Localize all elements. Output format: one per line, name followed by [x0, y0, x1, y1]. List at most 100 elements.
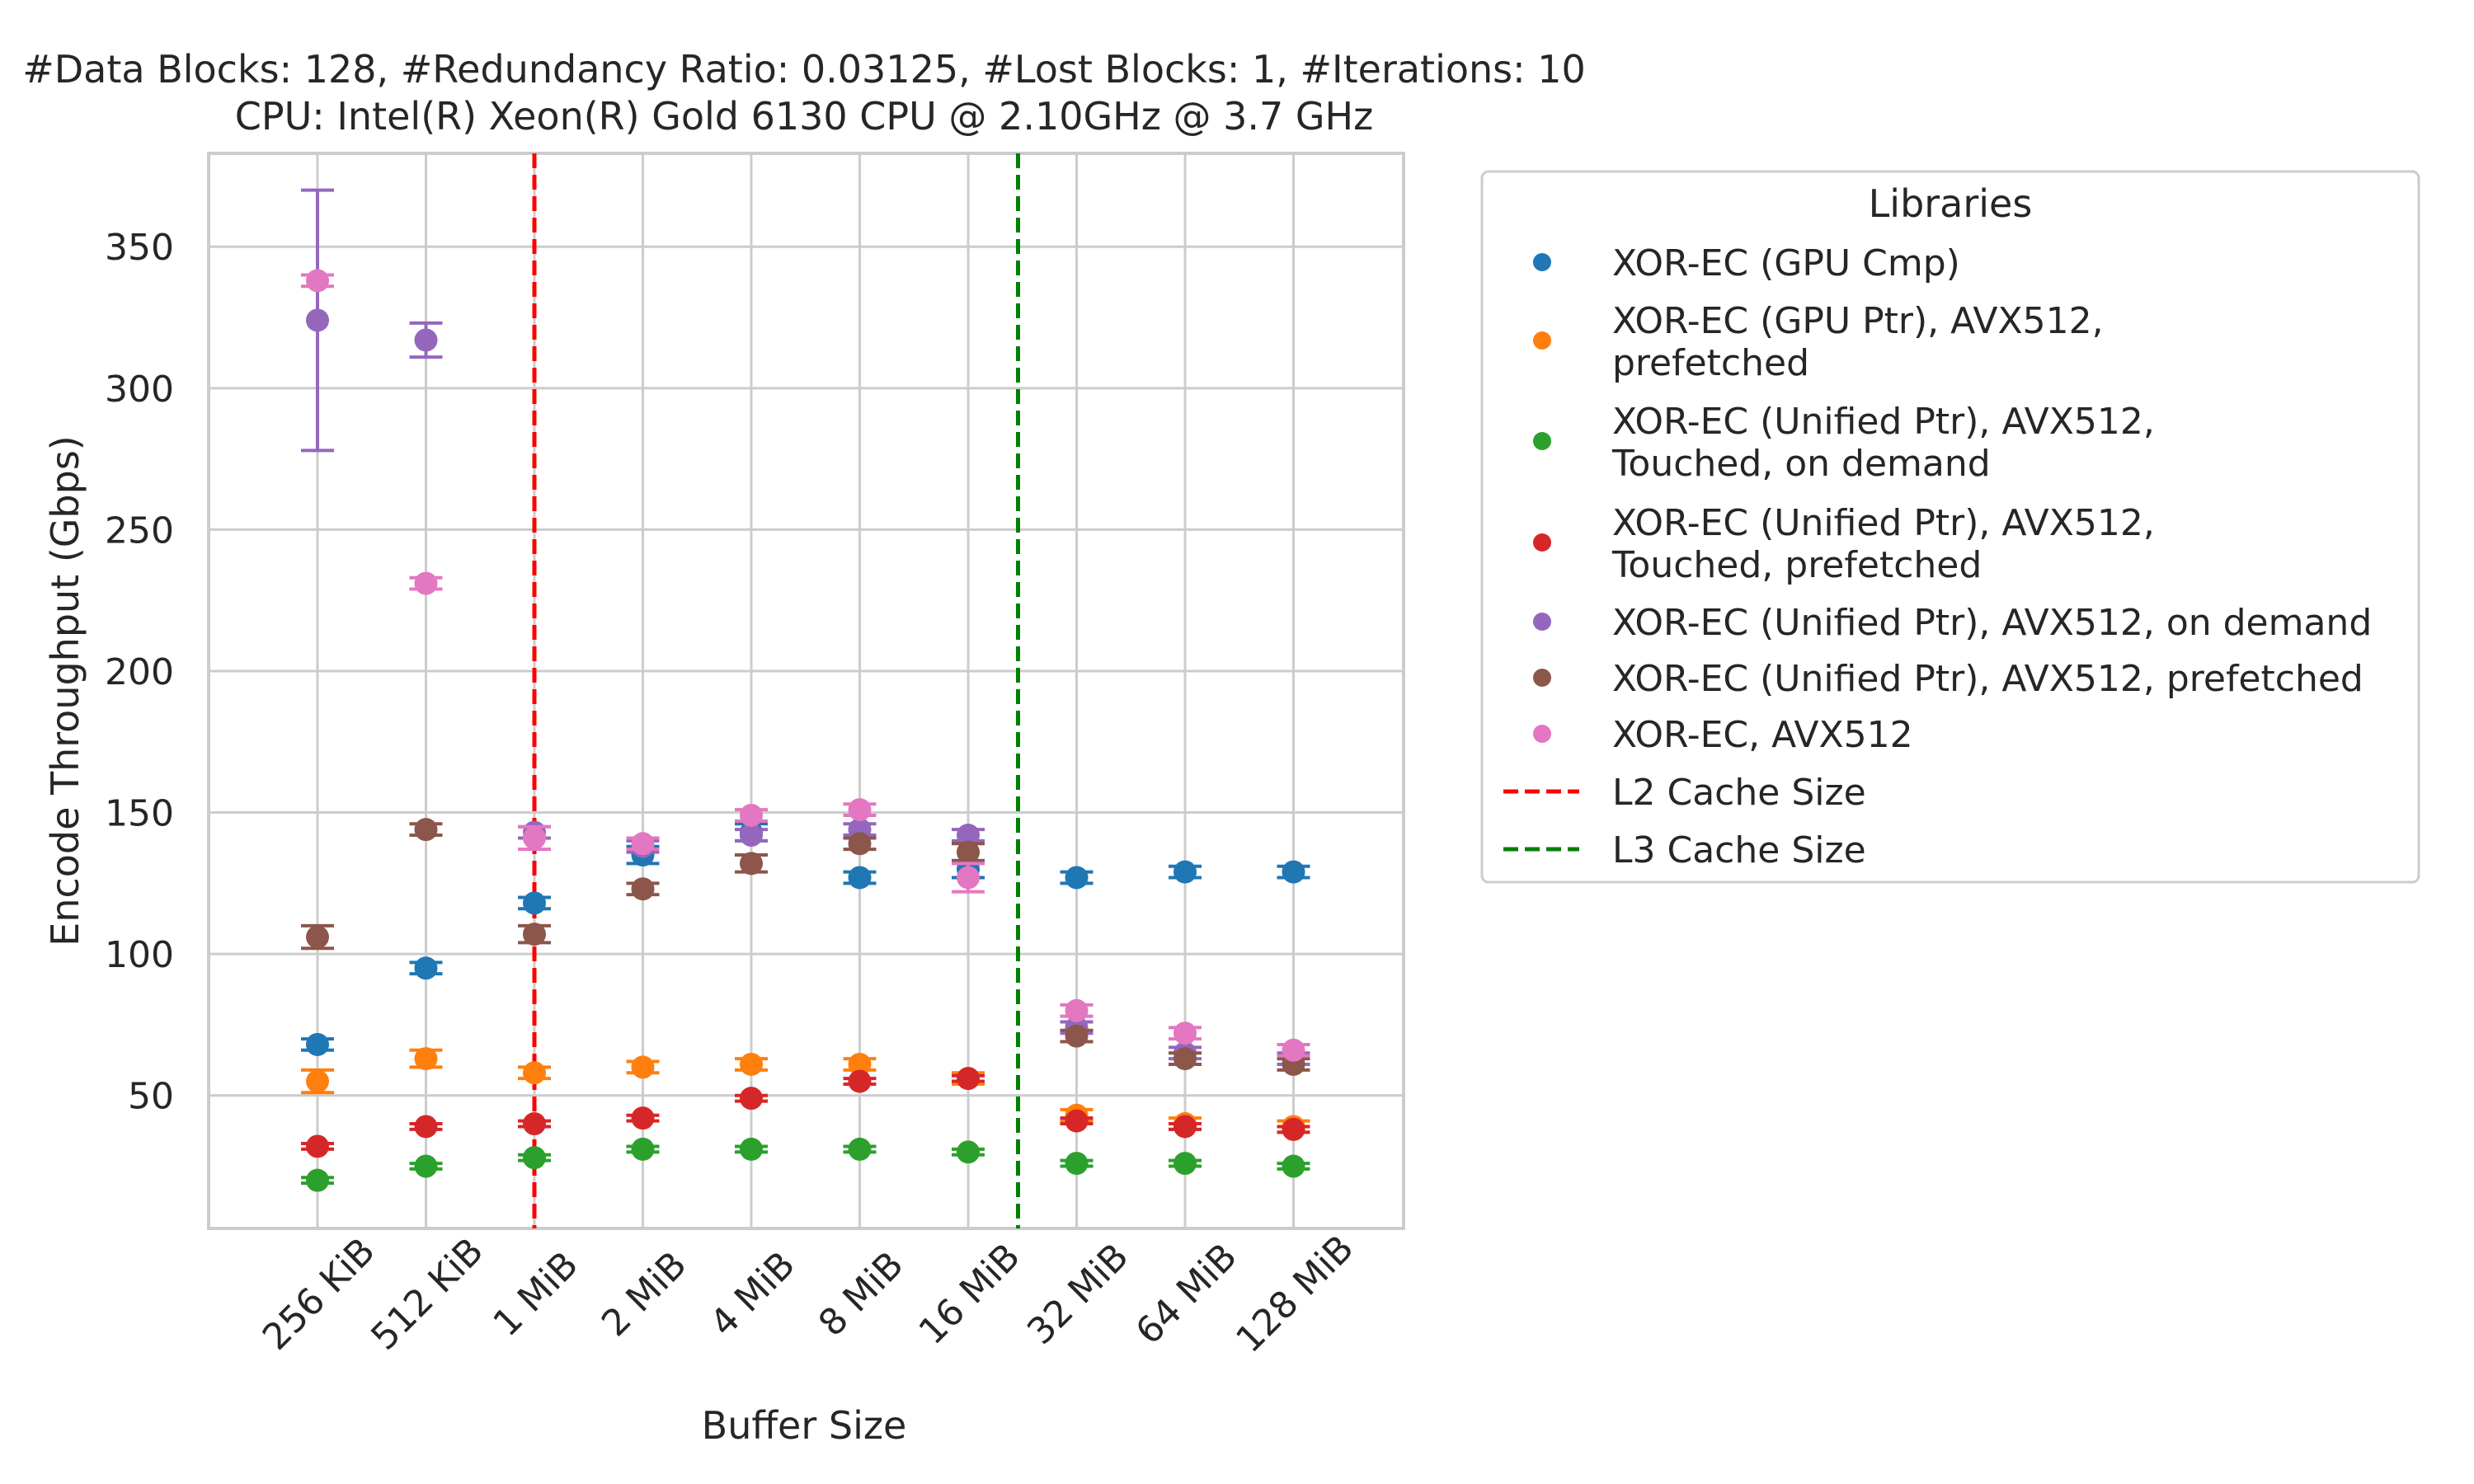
data-point [848, 832, 872, 856]
legend-marker [1533, 533, 1551, 552]
y-axis-label: Encode Throughput (Gbps) [43, 435, 87, 946]
legend-label: XOR-EC (Unified Ptr), AVX512, Touched, on… [1611, 401, 2155, 485]
data-point [523, 1146, 546, 1170]
data-point [740, 852, 763, 876]
legend-label: XOR-EC (GPU Cmp) [1612, 242, 1960, 284]
x-axis-label: Buffer Size [702, 1403, 907, 1448]
data-point [631, 1137, 655, 1161]
y-tick-label: 250 [105, 510, 174, 552]
data-point [306, 308, 329, 332]
legend: Libraries XOR-EC (GPU Cmp) XOR-EC (GPU Pt… [1480, 170, 2420, 884]
data-point [414, 1154, 438, 1178]
data-point [957, 866, 980, 890]
legend-label: XOR-EC (Unified Ptr), AVX512, prefetched [1612, 658, 2363, 700]
series-group [301, 269, 1310, 1062]
y-tick-label: 350 [105, 227, 174, 269]
data-point [306, 1069, 329, 1093]
data-point [631, 1055, 655, 1079]
data-point [957, 1140, 980, 1164]
data-point [414, 1047, 438, 1071]
y-tick-label: 200 [105, 651, 174, 693]
data-point [523, 1061, 546, 1085]
data-point [414, 571, 438, 595]
data-point [1065, 998, 1089, 1022]
data-point [848, 1069, 872, 1093]
data-point [1065, 1152, 1089, 1176]
data-point [306, 1032, 329, 1056]
x-tick-label: 32 MiB [1019, 1236, 1136, 1353]
data-point [523, 891, 546, 915]
series-group [301, 1067, 1310, 1158]
data-point [740, 1052, 763, 1076]
legend-marker [1533, 432, 1551, 450]
data-point [1282, 860, 1305, 884]
legend-marker [1533, 669, 1551, 687]
legend-marker [1533, 613, 1551, 631]
legend-label: L3 Cache Size [1612, 829, 1866, 871]
data-point [631, 832, 655, 856]
x-tick-label: 512 KiB [363, 1230, 492, 1359]
x-tick-label: 16 MiB [911, 1236, 1028, 1353]
x-tick-label: 64 MiB [1128, 1236, 1245, 1353]
data-point [414, 956, 438, 980]
data-point [306, 1168, 329, 1192]
data-point [414, 818, 438, 842]
data-point [740, 1137, 763, 1161]
data-point [848, 1052, 872, 1076]
x-tick-label: 2 MiB [594, 1243, 695, 1345]
chart-subtitle: CPU: Intel(R) Xeon(R) Gold 6130 CPU @ 2.… [235, 94, 1374, 139]
data-point [1282, 1038, 1305, 1062]
y-tick-label: 300 [105, 369, 174, 411]
data-point [848, 798, 872, 822]
x-tick-label: 128 MiB [1228, 1228, 1362, 1361]
data-point [1174, 1021, 1197, 1045]
data-point [414, 1115, 438, 1139]
plot-frame [207, 152, 1405, 1230]
x-tick-label: 1 MiB [485, 1243, 586, 1345]
data-point [1282, 1117, 1305, 1141]
data-point [740, 1087, 763, 1111]
data-point [1174, 1152, 1197, 1176]
legend-title: Libraries [1869, 181, 2033, 226]
data-point [306, 1134, 329, 1158]
data-point [957, 1067, 980, 1091]
series-group [301, 1137, 1310, 1192]
data-point [523, 826, 546, 850]
data-point [523, 923, 546, 946]
x-tick-label: 8 MiB [811, 1243, 912, 1345]
x-tick-label: 256 KiB [255, 1230, 383, 1359]
legend-label: XOR-EC (Unified Ptr), AVX512, Touched, pr… [1611, 502, 2155, 586]
data-point [523, 1112, 546, 1136]
x-tick-label: 4 MiB [702, 1243, 803, 1345]
data-point [1174, 1047, 1197, 1071]
legend-marker [1533, 253, 1551, 271]
legend-marker [1533, 725, 1551, 743]
data-point [631, 1106, 655, 1130]
legend-marker [1533, 331, 1551, 350]
chart-title: #Data Blocks: 128, #Redundancy Ratio: 0.… [22, 47, 1586, 92]
data-point [1065, 866, 1089, 890]
data-point [306, 925, 329, 949]
data-point [631, 877, 655, 901]
data-point [1174, 860, 1197, 884]
data-point [1174, 1115, 1197, 1139]
data-point [740, 803, 763, 827]
plot-background [209, 153, 1404, 1228]
data-point [740, 824, 763, 848]
data-point [848, 866, 872, 890]
series-group [301, 818, 1310, 1076]
data-point [1065, 1024, 1089, 1048]
data-point [1065, 1109, 1089, 1133]
legend-label: XOR-EC (GPU Ptr), AVX512, prefetched [1612, 300, 2104, 384]
data-point [306, 269, 329, 293]
y-tick-label: 100 [105, 934, 174, 976]
legend-box [1480, 170, 2420, 884]
y-tick-label: 50 [128, 1076, 174, 1118]
legend-label: L2 Cache Size [1612, 772, 1866, 814]
data-point [957, 824, 980, 848]
data-point [848, 1137, 872, 1161]
legend-label: XOR-EC (Unified Ptr), AVX512, on demand [1612, 602, 2372, 644]
legend-label: XOR-EC, AVX512 [1612, 714, 1913, 756]
